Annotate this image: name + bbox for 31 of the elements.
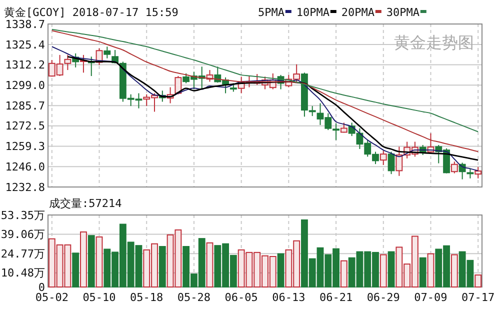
- x-tick-label: 06-05: [224, 291, 258, 304]
- y-tick-label: 1325.4: [5, 38, 46, 52]
- x-tick-label: 05-02: [35, 291, 68, 304]
- y-tick-label: 10.48万: [0, 266, 45, 280]
- y-tick-label: 39.06万: [0, 228, 45, 242]
- y-tick-label: 1272.5: [5, 120, 45, 133]
- x-tick-label: 07-09: [414, 291, 448, 304]
- y-tick-label: 24.77万: [0, 247, 45, 260]
- chart-title: 成交量:57214: [49, 197, 122, 210]
- y-tick-label: 1299.0: [5, 78, 45, 92]
- legend-label: 20PMA: [341, 6, 375, 19]
- legend-label: 10PMA: [296, 6, 330, 19]
- y-tick-label: 1338.7: [5, 18, 45, 31]
- y-tick-label: 1259.3: [5, 140, 45, 154]
- y-tick-label: 1312.2: [5, 58, 45, 72]
- x-tick-label: 06-13: [272, 291, 306, 304]
- x-tick-label: 06-29: [366, 291, 400, 304]
- legend-label: 5PMA: [258, 6, 285, 19]
- x-tick-label: 05-10: [82, 291, 116, 304]
- x-tick-label: 05-18: [130, 291, 164, 304]
- chart-title: 黄金[GCOY] 2018-07-17 15:59: [4, 6, 178, 19]
- y-tick-label: 1232.8: [5, 180, 45, 194]
- annotation: 黄金走势图: [394, 33, 474, 52]
- y-tick-label: 1246.0: [5, 160, 45, 174]
- x-tick-label: 06-21: [319, 291, 353, 304]
- y-tick-label: 53.35万: [0, 208, 45, 222]
- x-tick-label: 07-17: [462, 291, 495, 304]
- y-tick-label: 0: [38, 280, 45, 294]
- x-tick-label: 05-28: [177, 291, 211, 304]
- y-tick-label: 1285.7: [5, 99, 45, 112]
- legend-label: 30PMA: [386, 6, 420, 19]
